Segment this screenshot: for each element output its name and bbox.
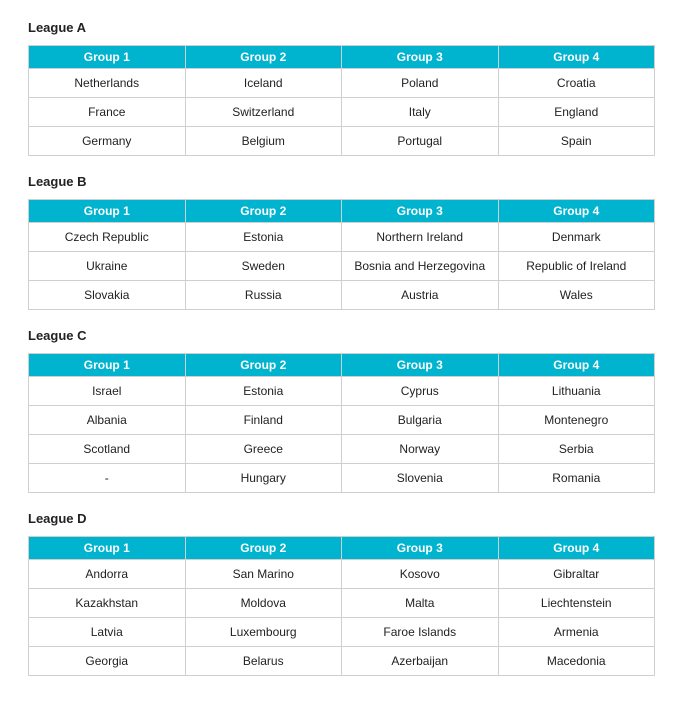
table-row: LatviaLuxembourgFaroe IslandsArmenia [29,618,655,647]
table-cell: Slovenia [342,464,499,493]
group-header: Group 1 [29,354,186,377]
table-cell: Poland [342,69,499,98]
league-block: League DGroup 1Group 2Group 3Group 4Ando… [28,511,655,676]
table-row: GeorgiaBelarusAzerbaijanMacedonia [29,647,655,676]
table-cell: Estonia [185,377,342,406]
table-cell: Ukraine [29,252,186,281]
table-cell: Sweden [185,252,342,281]
group-header: Group 2 [185,354,342,377]
table-row: ScotlandGreeceNorwaySerbia [29,435,655,464]
table-cell: Germany [29,127,186,156]
group-header: Group 1 [29,200,186,223]
table-cell: Belgium [185,127,342,156]
group-header: Group 3 [342,354,499,377]
table-cell: Austria [342,281,499,310]
table-row: IsraelEstoniaCyprusLithuania [29,377,655,406]
table-cell: Northern Ireland [342,223,499,252]
table-cell: Georgia [29,647,186,676]
group-header: Group 4 [498,200,655,223]
table-cell: Kosovo [342,560,499,589]
table-cell: Netherlands [29,69,186,98]
table-cell: Slovakia [29,281,186,310]
table-cell: Republic of Ireland [498,252,655,281]
table-cell: Czech Republic [29,223,186,252]
table-row: -HungarySloveniaRomania [29,464,655,493]
table-cell: Armenia [498,618,655,647]
table-cell: Israel [29,377,186,406]
table-row: UkraineSwedenBosnia and HerzegovinaRepub… [29,252,655,281]
table-row: KazakhstanMoldovaMaltaLiechtenstein [29,589,655,618]
leagues-container: League AGroup 1Group 2Group 3Group 4Neth… [28,20,655,676]
group-header: Group 2 [185,537,342,560]
league-table: Group 1Group 2Group 3Group 4Czech Republ… [28,199,655,310]
table-cell: Lithuania [498,377,655,406]
league-block: League BGroup 1Group 2Group 3Group 4Czec… [28,174,655,310]
league-table: Group 1Group 2Group 3Group 4AndorraSan M… [28,536,655,676]
table-row: SlovakiaRussiaAustriaWales [29,281,655,310]
table-cell: Italy [342,98,499,127]
table-cell: Hungary [185,464,342,493]
table-cell: Gibraltar [498,560,655,589]
table-row: AlbaniaFinlandBulgariaMontenegro [29,406,655,435]
table-cell: Moldova [185,589,342,618]
table-row: AndorraSan MarinoKosovoGibraltar [29,560,655,589]
table-cell: Iceland [185,69,342,98]
table-cell: Cyprus [342,377,499,406]
table-cell: Greece [185,435,342,464]
table-cell: Azerbaijan [342,647,499,676]
table-cell: Norway [342,435,499,464]
table-cell: Spain [498,127,655,156]
table-cell: San Marino [185,560,342,589]
table-cell: Bulgaria [342,406,499,435]
table-cell: - [29,464,186,493]
table-cell: Finland [185,406,342,435]
group-header: Group 1 [29,537,186,560]
table-cell: Serbia [498,435,655,464]
table-cell: Kazakhstan [29,589,186,618]
league-block: League AGroup 1Group 2Group 3Group 4Neth… [28,20,655,156]
group-header: Group 4 [498,537,655,560]
table-row: FranceSwitzerlandItalyEngland [29,98,655,127]
table-cell: Latvia [29,618,186,647]
table-cell: Bosnia and Herzegovina [342,252,499,281]
table-cell: Macedonia [498,647,655,676]
group-header: Group 4 [498,46,655,69]
league-title: League D [28,511,655,526]
group-header: Group 1 [29,46,186,69]
group-header: Group 4 [498,354,655,377]
table-cell: Switzerland [185,98,342,127]
table-cell: Russia [185,281,342,310]
table-cell: France [29,98,186,127]
table-cell: England [498,98,655,127]
league-title: League C [28,328,655,343]
group-header: Group 2 [185,200,342,223]
group-header: Group 3 [342,46,499,69]
table-cell: Faroe Islands [342,618,499,647]
group-header: Group 3 [342,200,499,223]
table-cell: Liechtenstein [498,589,655,618]
table-cell: Estonia [185,223,342,252]
league-table: Group 1Group 2Group 3Group 4NetherlandsI… [28,45,655,156]
league-table: Group 1Group 2Group 3Group 4IsraelEstoni… [28,353,655,493]
table-cell: Malta [342,589,499,618]
table-cell: Wales [498,281,655,310]
group-header: Group 2 [185,46,342,69]
group-header: Group 3 [342,537,499,560]
league-title: League B [28,174,655,189]
table-cell: Montenegro [498,406,655,435]
table-cell: Belarus [185,647,342,676]
table-cell: Croatia [498,69,655,98]
table-cell: Romania [498,464,655,493]
table-cell: Denmark [498,223,655,252]
table-cell: Luxembourg [185,618,342,647]
table-cell: Andorra [29,560,186,589]
league-title: League A [28,20,655,35]
table-cell: Albania [29,406,186,435]
table-row: Czech RepublicEstoniaNorthern IrelandDen… [29,223,655,252]
table-cell: Portugal [342,127,499,156]
table-row: GermanyBelgiumPortugalSpain [29,127,655,156]
table-row: NetherlandsIcelandPolandCroatia [29,69,655,98]
table-cell: Scotland [29,435,186,464]
league-block: League CGroup 1Group 2Group 3Group 4Isra… [28,328,655,493]
